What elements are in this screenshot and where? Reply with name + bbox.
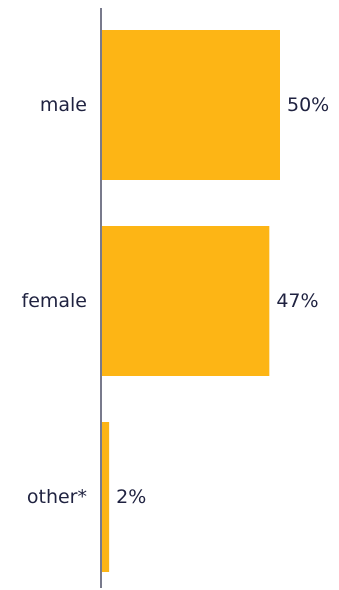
category-label-female: female	[22, 290, 88, 312]
category-labels-group: male female other*	[22, 94, 88, 508]
bar-female	[102, 226, 270, 376]
category-label-male: male	[40, 94, 87, 116]
value-labels-group: 50% 47% 2%	[116, 94, 329, 508]
value-label-other: 2%	[116, 486, 146, 508]
bar-male	[102, 30, 280, 180]
value-label-female: 47%	[276, 290, 318, 312]
bars-group	[102, 30, 280, 572]
category-label-other: other*	[27, 486, 87, 508]
bar-other	[102, 422, 110, 572]
value-label-male: 50%	[287, 94, 329, 116]
